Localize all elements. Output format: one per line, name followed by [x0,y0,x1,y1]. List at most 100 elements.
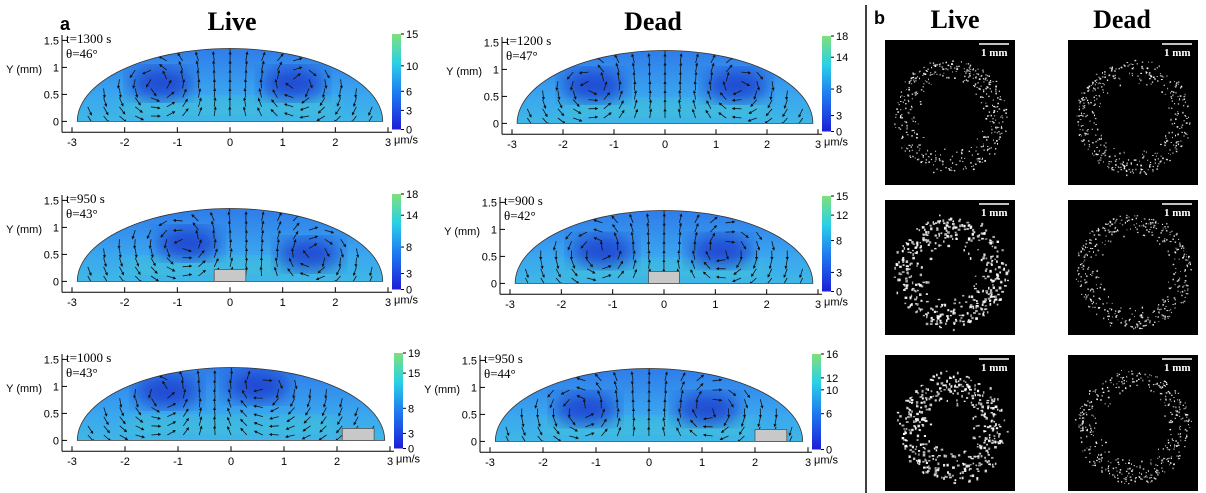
cell [1096,314,1097,316]
cell [910,305,911,308]
cell [921,285,924,287]
cell [976,468,978,470]
cell [1132,68,1134,69]
cell [1105,241,1106,242]
cell [975,317,978,320]
cell [909,455,911,458]
cell [975,164,977,165]
cell [1174,81,1175,82]
cell [1140,165,1142,167]
cell [1184,301,1186,302]
cell [988,293,990,295]
cell [1001,262,1004,264]
cell [1107,166,1108,167]
cell [970,464,972,466]
cell [1184,408,1185,409]
cell [973,417,975,420]
cell [950,218,952,220]
cell [956,164,958,165]
x-tick-label: 2 [752,457,758,469]
cell [1171,401,1172,402]
cell [1177,134,1179,136]
cell [1094,246,1095,247]
cell [1001,409,1003,412]
cell [995,107,996,108]
cell [968,456,971,458]
cell [1159,65,1160,67]
cell [978,160,979,162]
cell [1007,431,1009,433]
cell [1115,311,1116,312]
y-tick-label: 1.5 [44,35,59,47]
cell [928,460,930,461]
cell [1135,169,1136,171]
cell [906,89,907,90]
cell [1173,273,1175,275]
cell [912,401,913,403]
cell [1089,461,1090,463]
cell [1137,164,1138,165]
cell [1114,75,1115,76]
cell [919,148,920,149]
cell [1169,399,1171,401]
cell [928,440,929,443]
cell [1138,373,1139,374]
cell [901,91,902,93]
y-tick-label: 0.5 [44,89,59,101]
cell [1174,123,1175,124]
cell [1170,81,1171,83]
cell [1110,325,1111,326]
cell [1093,435,1094,436]
cell [996,128,997,129]
cell [920,104,922,105]
cell [930,323,933,325]
cell [986,268,988,269]
cell [952,312,954,314]
substrate [649,272,680,284]
cell [1150,73,1151,74]
cell [943,464,945,467]
cell [926,81,927,82]
cell [1136,381,1137,382]
vortex [553,393,617,425]
cell [948,77,950,78]
cell [1117,462,1119,463]
cell [1095,422,1097,424]
cell [1132,474,1133,475]
cell [904,121,905,122]
cell [1137,232,1139,233]
cell [1162,76,1163,77]
cell [923,67,925,68]
cell [949,377,951,379]
cell [1179,416,1180,417]
cell [916,153,918,154]
cell [1078,425,1079,426]
cell [1113,468,1114,470]
cell [982,131,983,132]
cell [1086,414,1087,415]
cell [1175,392,1176,394]
x-tick-label: 3 [387,456,393,468]
cell [1184,99,1186,100]
column-header: Live [207,7,256,36]
cell [1161,468,1162,469]
cell [1169,149,1171,150]
cell [1183,250,1184,251]
cell [950,169,951,170]
cell [946,62,947,63]
cell [1110,403,1111,405]
cell [1096,276,1098,277]
cell [958,66,960,67]
cell [1091,407,1092,409]
cell [1086,130,1088,131]
cell [1104,74,1105,75]
cell [928,408,930,411]
cell [897,111,899,112]
vortex [261,68,325,100]
cell [992,284,994,285]
cell [1184,271,1185,272]
cell [1170,412,1171,413]
cell [1095,418,1096,419]
cell [1083,97,1084,98]
cell [1097,457,1098,459]
